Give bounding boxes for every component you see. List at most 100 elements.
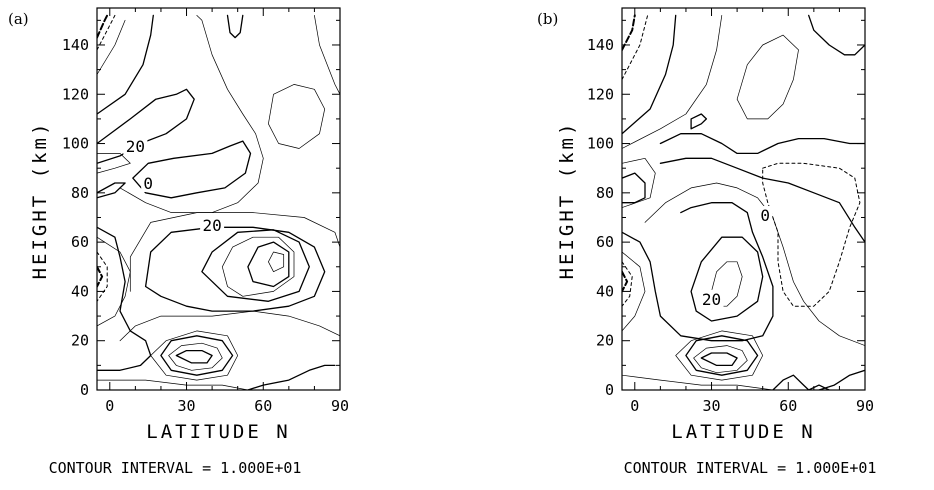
contour-line	[685, 335, 759, 376]
y-tick-label: 120	[62, 85, 89, 103]
contour-line	[622, 261, 633, 307]
contour-line	[659, 157, 865, 243]
y-tick-label: 40	[71, 282, 89, 300]
y-tick-label: 120	[587, 85, 614, 103]
contour-line	[201, 229, 310, 302]
contour-line	[659, 133, 865, 155]
contour-line	[622, 172, 646, 204]
contour-line	[736, 34, 799, 120]
contour-line	[97, 182, 126, 199]
plot-frame	[96, 7, 341, 391]
x-tick-label: 0	[105, 397, 114, 415]
contour-line	[97, 14, 154, 115]
x-axis-label: LATITUDE N	[671, 421, 815, 443]
contour-line	[119, 310, 340, 342]
contour-line	[175, 349, 213, 364]
x-tick-label: 90	[856, 397, 874, 415]
panel-label: (b)	[537, 10, 558, 28]
y-tick-label: 100	[587, 135, 614, 153]
contour-line	[97, 14, 116, 51]
contour-label-bg	[141, 173, 156, 192]
y-tick-label: 20	[71, 332, 89, 350]
contour-interval-note: CONTOUR INTERVAL = 1.000E+01	[49, 459, 302, 477]
contour-line	[150, 330, 239, 381]
y-tick-label: 0	[605, 381, 614, 399]
y-tick-label: 100	[62, 135, 89, 153]
contour-line	[168, 342, 223, 371]
y-tick-label: 80	[596, 184, 614, 202]
contour-line	[226, 14, 244, 39]
contour-line	[97, 14, 109, 39]
contour-label: 0	[760, 206, 770, 225]
x-tick-label: 90	[331, 397, 349, 415]
y-axis-label: HEIGHT (km)	[29, 121, 51, 280]
contour-line	[221, 236, 295, 297]
x-tick-label: 30	[177, 397, 195, 415]
contour-line	[622, 14, 677, 135]
contour-line	[622, 15, 723, 149]
y-tick-label: 0	[80, 381, 89, 399]
y-tick-label: 40	[596, 282, 614, 300]
contour-label-bg	[200, 215, 225, 234]
contour-label: 20	[126, 137, 145, 156]
y-tick-label: 140	[62, 36, 89, 54]
contour-line	[675, 330, 764, 381]
contour-line	[772, 374, 810, 390]
y-tick-label: 140	[587, 36, 614, 54]
contour-line	[129, 212, 340, 292]
x-tick-label: 60	[779, 397, 797, 415]
contour-line	[622, 14, 649, 80]
contour-line	[762, 162, 861, 307]
y-tick-label: 80	[71, 184, 89, 202]
contour-line	[268, 84, 326, 149]
contour-line	[97, 251, 108, 302]
y-tick-label: 60	[71, 233, 89, 251]
contour-line	[97, 379, 249, 390]
contour-label-bg	[758, 206, 773, 225]
contour-panel: 0 30 60 90 0 20 40 60 80 100 120 140 0 20 (b) LATITUDE …	[537, 7, 877, 477]
contour-line	[818, 369, 865, 390]
contour-line	[144, 226, 326, 312]
x-tick-label: 0	[630, 397, 639, 415]
contour-line	[97, 19, 126, 75]
contour-lines	[622, 14, 865, 390]
x-tick-label: 60	[254, 397, 272, 415]
contour-line	[622, 374, 774, 390]
contour-lines	[97, 14, 340, 390]
x-axis-label: LATITUDE N	[146, 421, 290, 443]
contour-line	[268, 251, 285, 273]
contour-label-bg	[699, 289, 724, 308]
contour-line	[160, 335, 234, 376]
contour-line	[314, 15, 340, 95]
contour-line	[622, 157, 656, 208]
contour-label: 0	[143, 174, 153, 193]
contour-panel: 0 30 60 90 0 20 40 60 80 100 120 140 20 0 20 (a) LATITUD…	[8, 7, 349, 477]
contour-line	[622, 270, 629, 293]
contour-label: 20	[702, 290, 721, 309]
contour-line	[97, 265, 104, 288]
contour-line	[97, 153, 131, 174]
contour-line	[700, 352, 738, 367]
y-tick-label: 20	[596, 332, 614, 350]
contour-interval-note: CONTOUR INTERVAL = 1.000E+01	[624, 459, 877, 477]
contour-line	[644, 182, 865, 346]
contour-label-bg	[123, 137, 148, 156]
y-axis-label: HEIGHT (km)	[556, 121, 578, 280]
plot-frame	[621, 7, 866, 391]
panel-label: (a)	[8, 10, 29, 28]
contour-line	[808, 14, 865, 56]
contour-line	[622, 202, 774, 342]
contour-line	[693, 345, 748, 374]
contour-line	[119, 15, 264, 213]
contour-line	[622, 14, 636, 51]
contour-line	[132, 140, 252, 199]
x-tick-label: 30	[702, 397, 720, 415]
contour-line	[690, 113, 708, 130]
contour-line	[247, 364, 336, 390]
contour-label: 20	[202, 216, 221, 235]
contour-line	[622, 251, 646, 332]
contour-line	[247, 241, 290, 288]
contour-line	[690, 236, 764, 322]
y-tick-label: 60	[596, 233, 614, 251]
